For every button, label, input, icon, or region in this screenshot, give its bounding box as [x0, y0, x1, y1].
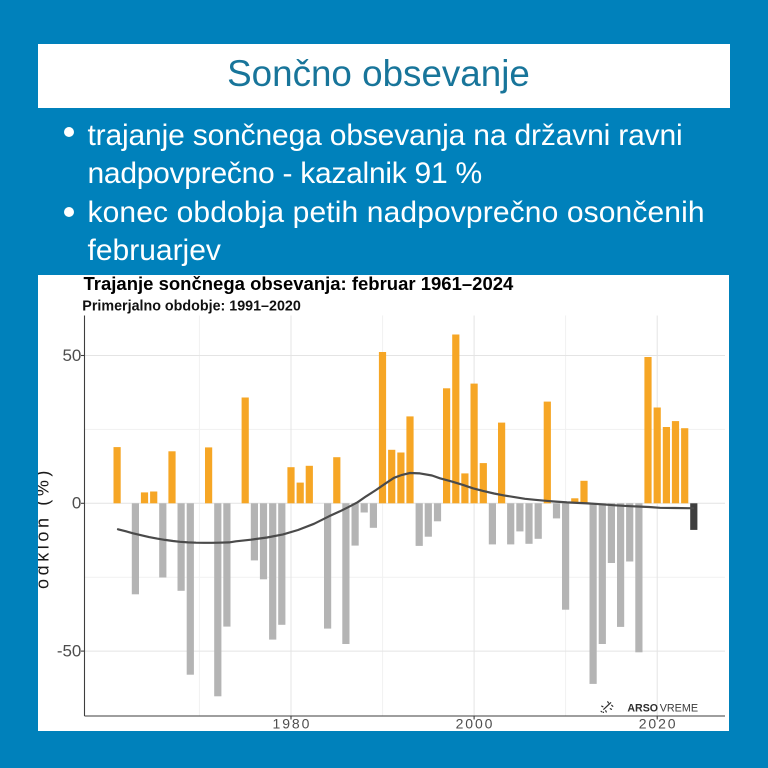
svg-text:-50: -50	[57, 642, 82, 661]
svg-text:Primerjalno obdobje: 1991–2020: Primerjalno obdobje: 1991–2020	[82, 299, 301, 315]
svg-text:50: 50	[62, 346, 81, 365]
svg-text:VREME: VREME	[660, 702, 698, 714]
svg-text:ARSO: ARSO	[627, 702, 658, 714]
svg-text:Trajanje sončnega obsevanja: f: Trajanje sončnega obsevanja: februar 196…	[84, 275, 515, 294]
svg-text:2000: 2000	[456, 716, 495, 732]
svg-text:1980: 1980	[273, 716, 312, 732]
svg-text:2020: 2020	[639, 716, 678, 732]
svg-text:0: 0	[72, 494, 81, 513]
svg-text:odklon (%): odklon (%)	[38, 467, 53, 589]
